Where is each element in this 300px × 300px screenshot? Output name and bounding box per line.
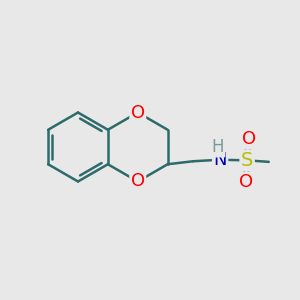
Text: S: S [241,151,253,170]
Text: O: O [242,130,256,148]
Text: N: N [213,151,227,169]
Text: O: O [238,173,253,191]
Text: O: O [131,172,145,190]
Text: O: O [131,103,145,122]
Text: H: H [212,138,224,156]
